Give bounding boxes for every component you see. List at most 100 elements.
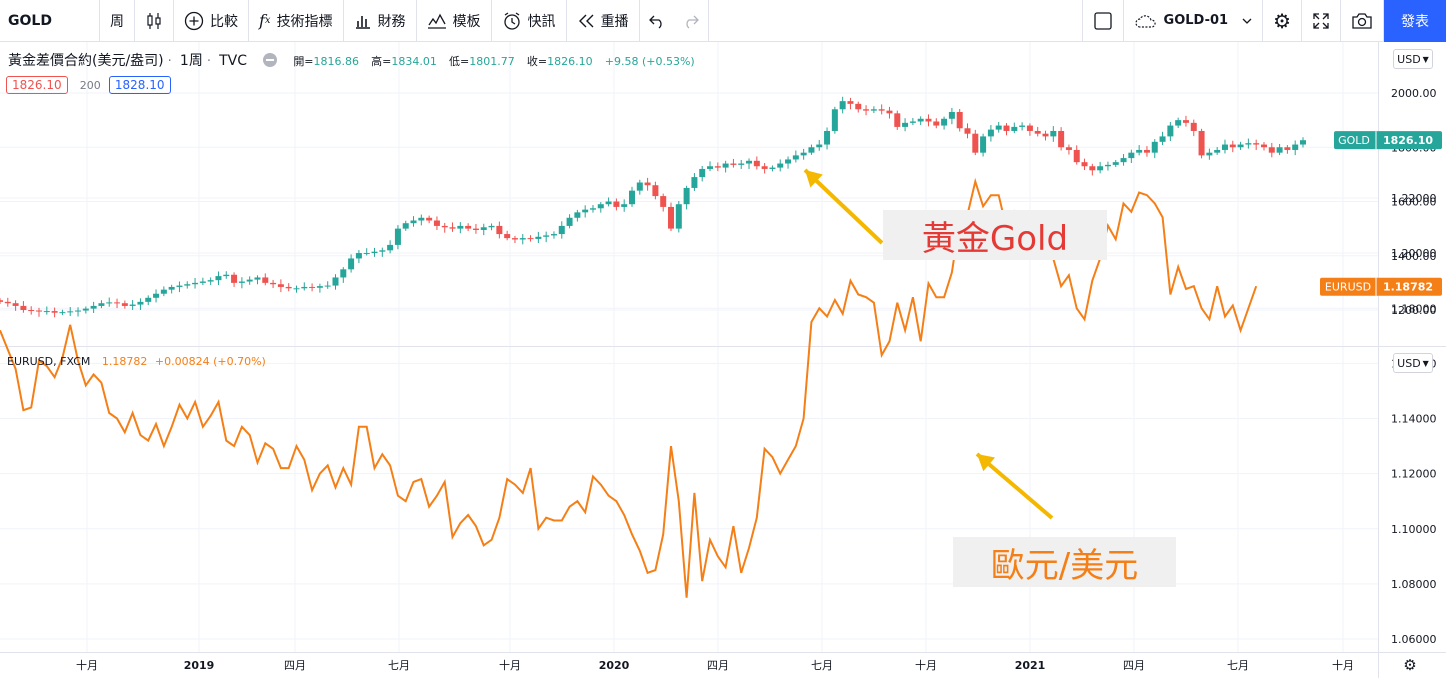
candle — [137, 301, 144, 305]
indicators-label: 技術指標 — [276, 13, 333, 30]
candle — [1206, 152, 1213, 156]
symbol-label: GOLD — [8, 12, 52, 29]
layout-name-button[interactable]: GOLD-01 — [1124, 0, 1264, 42]
candle — [808, 147, 815, 153]
gold-status-dot[interactable] — [263, 53, 278, 67]
candle — [558, 225, 565, 235]
camera-icon — [1351, 12, 1373, 30]
candle — [1268, 147, 1275, 153]
candle — [605, 201, 612, 205]
alerts-label: 快訊 — [527, 13, 556, 30]
candle — [746, 160, 753, 164]
candle — [496, 225, 503, 235]
gold-interval: 1周 — [179, 53, 203, 69]
candle — [589, 208, 596, 210]
candle — [0, 300, 3, 302]
candle — [332, 277, 339, 286]
candle — [855, 103, 862, 110]
eurusd-price-tag — [1320, 277, 1442, 296]
candle — [270, 282, 277, 285]
candle — [246, 279, 253, 282]
axis-settings-icon: ⚙ — [1403, 656, 1416, 674]
time-axis-label: 四月 — [1123, 659, 1145, 672]
gold-axis-tick: 1600.00 — [1391, 196, 1437, 209]
candle — [909, 121, 916, 123]
candle — [1073, 149, 1080, 163]
candle — [847, 101, 854, 104]
replay-button[interactable]: 重播 — [567, 0, 640, 42]
candle — [761, 166, 768, 169]
candle — [1011, 126, 1018, 131]
sell-price-box[interactable]: 1826.10 — [6, 76, 68, 94]
candle — [301, 286, 308, 289]
financials-button[interactable]: 財務 — [344, 0, 417, 42]
candle — [465, 225, 472, 229]
chart-canvas[interactable]: 1200.001400.001600.001800.002000.001.060… — [0, 42, 1446, 678]
interval-button[interactable]: 周 — [100, 0, 135, 42]
cloud-icon — [1134, 13, 1158, 29]
eurusd-axis-tick: 1.14000 — [1391, 413, 1437, 426]
candle — [340, 269, 347, 278]
candle — [816, 144, 823, 148]
candle — [379, 250, 386, 252]
chart-area[interactable]: 1200.001400.001600.001800.002000.001.060… — [0, 42, 1446, 678]
candle — [1128, 152, 1135, 159]
snapshot-button[interactable] — [1341, 0, 1384, 42]
time-axis-label: 2019 — [184, 659, 215, 672]
time-axis-label: 十月 — [499, 658, 521, 672]
gold-currency-button[interactable]: USD ▼ — [1393, 49, 1433, 69]
candle — [426, 217, 433, 221]
candle — [504, 234, 511, 239]
candle — [355, 253, 362, 259]
candle — [231, 274, 238, 283]
candle — [878, 109, 885, 111]
compare-button[interactable]: 比較 — [174, 0, 249, 42]
buy-price-box[interactable]: 1828.10 — [108, 76, 171, 94]
eurusd-axis-tick: 1.18000 — [1391, 302, 1437, 315]
candle — [153, 293, 160, 298]
candle — [1120, 158, 1127, 163]
fullscreen-button[interactable] — [1302, 0, 1341, 42]
time-axis-label: 十月 — [1332, 658, 1354, 672]
chart-type-button[interactable] — [135, 0, 174, 42]
candle — [12, 303, 19, 306]
eurusd-axis-tick: 1.08000 — [1391, 578, 1437, 591]
alerts-button[interactable]: 快訊 — [492, 0, 567, 42]
time-axis-label: 十月 — [915, 658, 937, 672]
candle — [1253, 143, 1260, 145]
candle — [660, 196, 667, 207]
gold-open: 1816.86 — [313, 55, 360, 68]
candle — [184, 284, 191, 286]
candle — [519, 238, 526, 240]
publish-button[interactable]: 發表 — [1384, 0, 1446, 42]
eurusd-currency-button[interactable]: USD ▼ — [1393, 353, 1433, 373]
candle — [987, 129, 994, 137]
candle — [1300, 140, 1306, 145]
chevron-down-icon: ▼ — [1422, 54, 1429, 64]
templates-button[interactable]: 模板 — [417, 0, 492, 42]
candle — [863, 109, 870, 111]
candle — [933, 121, 940, 126]
redo-button[interactable] — [674, 0, 709, 42]
undo-button[interactable] — [640, 0, 674, 42]
candle — [98, 303, 105, 306]
candle — [457, 225, 464, 229]
candle — [1221, 144, 1228, 150]
candle — [1245, 143, 1252, 145]
candlestick-icon — [145, 12, 163, 30]
candle — [441, 225, 448, 228]
eurusd-annotation[interactable]: 歐元/美元 — [953, 537, 1176, 587]
candle — [769, 167, 776, 169]
eurusd-axis-tick: 1.12000 — [1391, 468, 1437, 481]
gold-close: 1826.10 — [547, 55, 593, 68]
eurusd-value: 1.18782 — [101, 355, 148, 368]
gold-annotation[interactable]: 黃金Gold — [883, 210, 1107, 260]
layout-name-label: GOLD-01 — [1163, 13, 1229, 28]
candle — [1190, 122, 1197, 131]
symbol-search-button[interactable]: GOLD — [0, 0, 100, 42]
fullscreen-layout-button[interactable] — [1081, 0, 1124, 42]
settings-button[interactable]: ⚙ — [1263, 0, 1302, 42]
redo-icon — [682, 13, 700, 29]
